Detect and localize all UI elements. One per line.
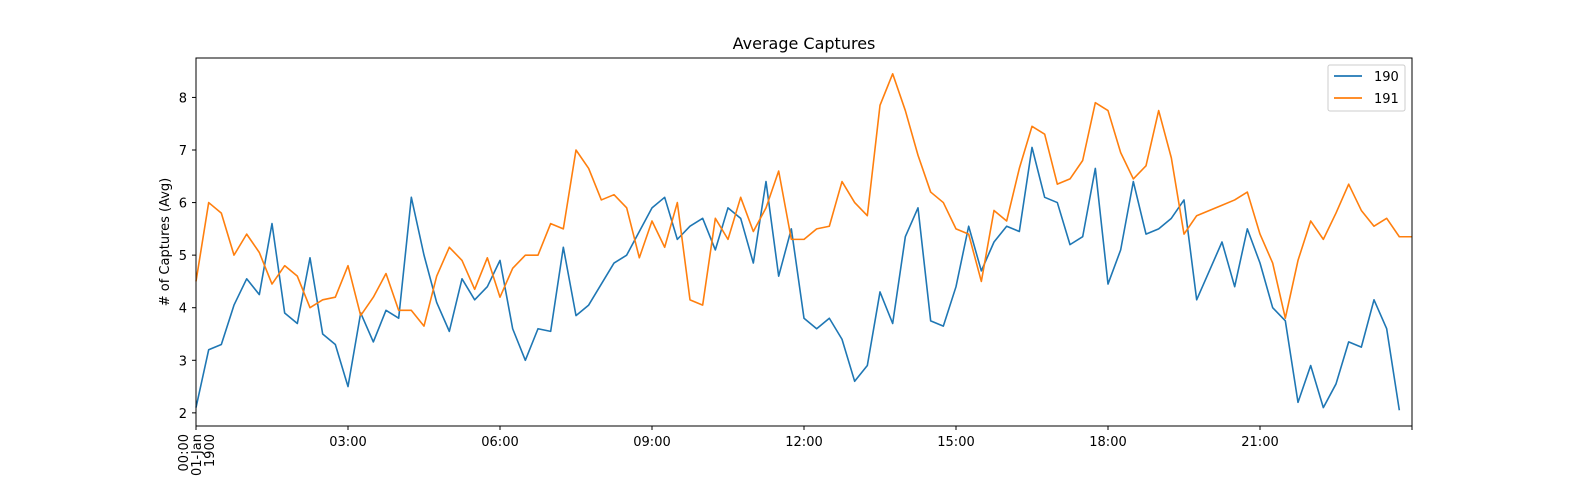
series-layer [195, 72, 1412, 411]
y-tick-label: 7 [179, 144, 187, 159]
y-tick-label: 8 [179, 91, 187, 106]
chart-title: Average Captures [733, 34, 876, 53]
series-line-191 [195, 72, 1412, 327]
x-tick-label: 18:00 [1089, 435, 1126, 450]
legend-label-191: 191 [1374, 92, 1399, 107]
plot-frame [195, 57, 1413, 427]
x-tick-label: 15:00 [937, 435, 974, 450]
x-tick-label: 21:00 [1241, 435, 1278, 450]
x-tick-label: 06:00 [481, 435, 518, 450]
y-tick-label: 6 [179, 197, 187, 212]
y-axis-label: # of Captures (Avg) [158, 178, 173, 307]
x-axis: 00:0001-Jan1900 03:00 06:00 09:00 12:00 15:00… [177, 426, 1413, 476]
y-tick-label: 5 [179, 249, 187, 264]
y-tick-label: 2 [179, 407, 187, 422]
y-tick-label: 3 [179, 354, 187, 369]
y-axis: 2 3 4 5 6 7 8 [179, 91, 196, 422]
x-tick-label: 00:0001-Jan1900 [177, 434, 218, 476]
x-tick-label: 09:00 [633, 435, 670, 450]
series-line-190 [195, 146, 1401, 411]
y-tick-label: 4 [179, 302, 187, 317]
x-tick-label: 03:00 [329, 435, 366, 450]
legend-label-190: 190 [1374, 70, 1399, 85]
x-tick-label: 12:00 [785, 435, 822, 450]
